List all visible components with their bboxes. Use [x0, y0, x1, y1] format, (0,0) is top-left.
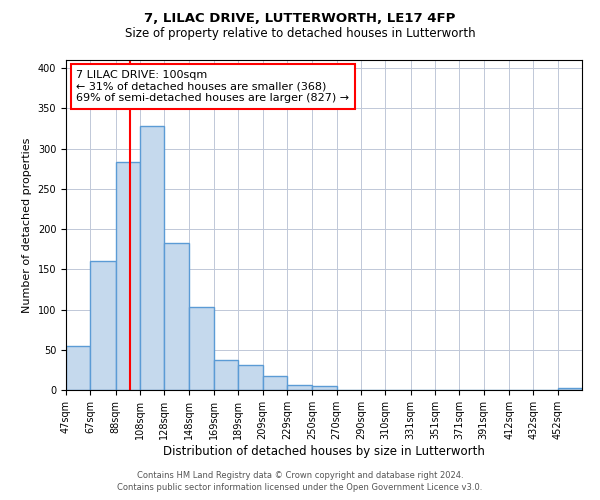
Text: Size of property relative to detached houses in Lutterworth: Size of property relative to detached ho…: [125, 28, 475, 40]
Bar: [214, 360, 238, 390]
Bar: [558, 388, 582, 390]
Bar: [140, 126, 164, 390]
Bar: [263, 376, 287, 390]
Bar: [116, 162, 140, 390]
Bar: [238, 365, 263, 390]
Bar: [313, 386, 337, 390]
Y-axis label: Number of detached properties: Number of detached properties: [22, 138, 32, 312]
Bar: [164, 242, 188, 390]
Bar: [90, 261, 116, 390]
Text: Contains public sector information licensed under the Open Government Licence v3: Contains public sector information licen…: [118, 484, 482, 492]
Bar: [287, 385, 313, 390]
Bar: [188, 307, 214, 390]
Text: 7 LILAC DRIVE: 100sqm
← 31% of detached houses are smaller (368)
69% of semi-det: 7 LILAC DRIVE: 100sqm ← 31% of detached …: [76, 70, 349, 103]
Text: Contains HM Land Registry data © Crown copyright and database right 2024.: Contains HM Land Registry data © Crown c…: [137, 471, 463, 480]
Bar: [66, 346, 90, 390]
X-axis label: Distribution of detached houses by size in Lutterworth: Distribution of detached houses by size …: [163, 444, 485, 458]
Text: 7, LILAC DRIVE, LUTTERWORTH, LE17 4FP: 7, LILAC DRIVE, LUTTERWORTH, LE17 4FP: [145, 12, 455, 26]
